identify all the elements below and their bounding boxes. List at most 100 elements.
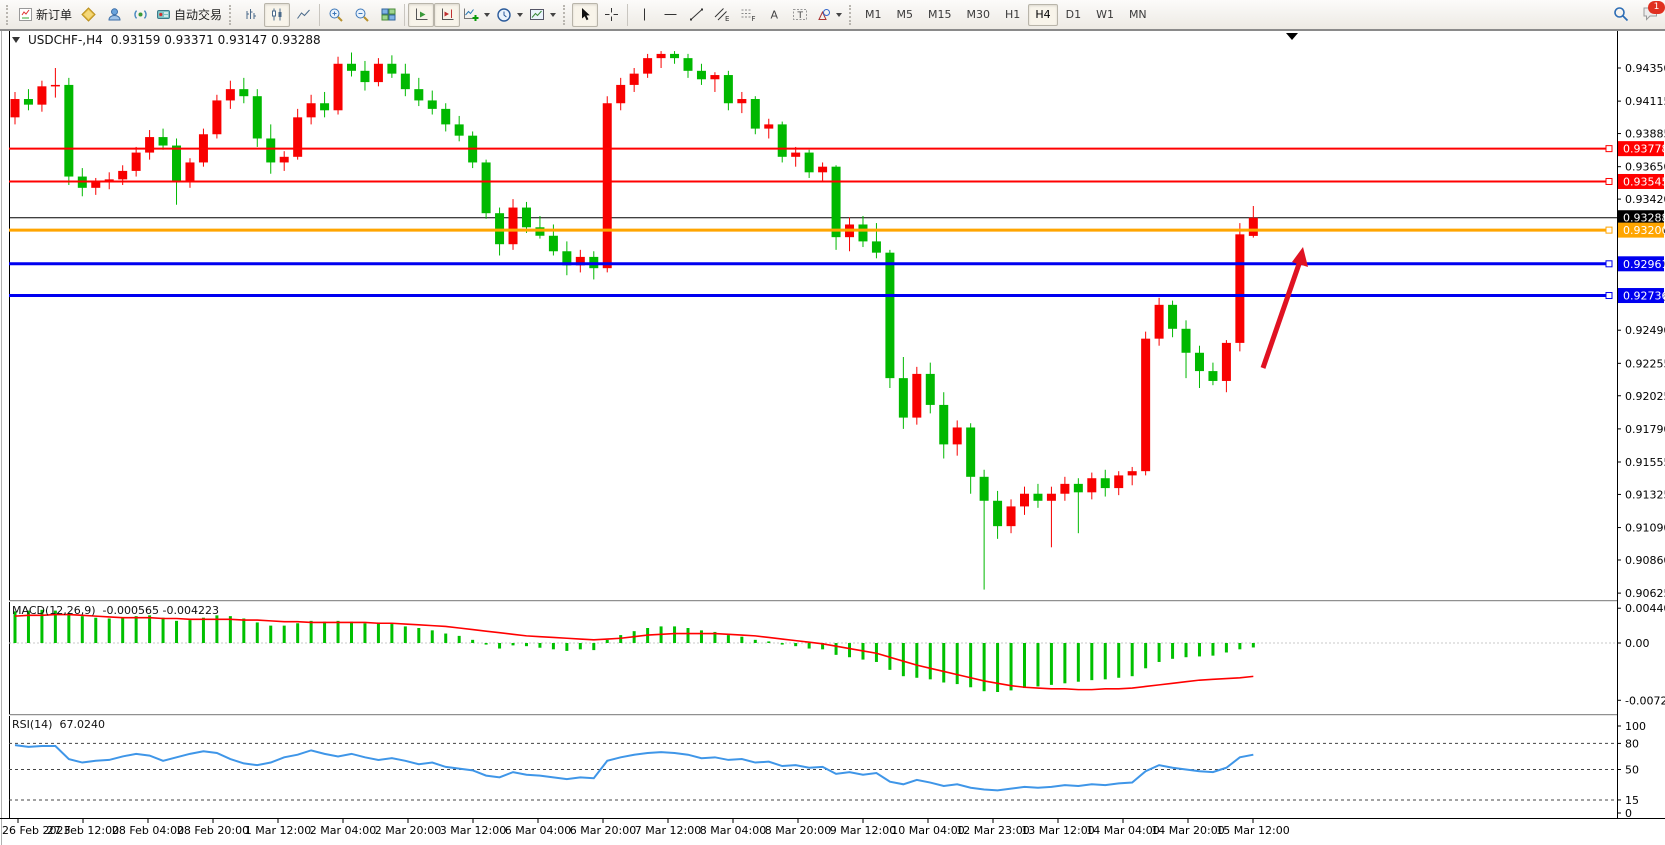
autotrading-button[interactable]: 自动交易 <box>153 3 225 27</box>
text-label-button[interactable]: T <box>787 3 813 27</box>
svg-text:A: A <box>770 9 778 22</box>
macd-axis-tick-label: 0.00 <box>1625 637 1650 650</box>
signals-button[interactable] <box>127 3 153 27</box>
new-order-label: 新订单 <box>36 8 73 22</box>
price-tag-0.93200 <box>1618 222 1664 238</box>
tile-windows-button[interactable] <box>375 3 401 27</box>
rsi-axis-tick-label: 50 <box>1625 764 1639 777</box>
trendline-icon <box>689 8 703 21</box>
horizontal-line-icon <box>664 14 677 15</box>
periods-button[interactable] <box>493 3 526 27</box>
timeframe-button-d1[interactable]: D1 <box>1059 4 1088 26</box>
line-chart-button[interactable] <box>290 3 316 27</box>
metaquotes-button[interactable] <box>75 3 101 27</box>
rsi-axis-tick-label: 80 <box>1625 737 1639 750</box>
vertical-line-button[interactable] <box>631 3 657 27</box>
timeframe-button-m30[interactable]: M30 <box>960 4 998 26</box>
candles-layer <box>10 51 1258 590</box>
macd-values: -0.000565 -0.004223 <box>102 604 219 617</box>
time-axis-label: 14 Mar 20:00 <box>1151 824 1224 837</box>
text-label-icon: T <box>793 9 808 21</box>
timeframe-button-w1[interactable]: W1 <box>1089 4 1121 26</box>
auto-scroll-button[interactable] <box>408 2 435 27</box>
chart-menu-arrow-icon[interactable] <box>12 37 20 43</box>
line-chart-icon <box>296 9 310 19</box>
level-line-handle[interactable] <box>1605 145 1613 153</box>
timeframe-button-m5[interactable]: M5 <box>890 4 921 26</box>
trend-arrow-annotation[interactable] <box>1260 263 1302 369</box>
time-axis-label: 10 Mar 04:00 <box>891 824 964 837</box>
horizontal-line-button[interactable] <box>657 3 683 27</box>
dropdown-caret-icon <box>517 12 524 17</box>
chart-shift-icon <box>441 8 454 20</box>
level-line-handle[interactable] <box>1605 226 1613 234</box>
community-user-icon <box>108 8 121 21</box>
timeframe-button-h1[interactable]: H1 <box>998 4 1027 26</box>
candlestick-chart-button[interactable] <box>264 2 291 27</box>
rsi-axis-tick-label: 100 <box>1625 720 1646 733</box>
templates-button[interactable] <box>526 3 559 27</box>
equidistant-channel-button[interactable]: E <box>709 3 735 27</box>
price-axis-tick-label: 0.92255 <box>1625 357 1665 370</box>
cursor-button[interactable] <box>572 2 599 27</box>
trend-arrow-head <box>1292 247 1308 267</box>
rsi-value: 67.0240 <box>59 718 105 731</box>
text-button[interactable]: A <box>761 3 787 27</box>
macd-axis-tick-label: 0.004401 <box>1625 602 1665 615</box>
rsi-indicator-label: RSI(14) 67.0240 <box>12 718 105 731</box>
candlestick-chart-icon <box>271 8 282 21</box>
level-line-handle[interactable] <box>1605 292 1613 300</box>
new-order-icon <box>19 8 32 21</box>
crosshair-icon <box>604 8 618 21</box>
level-line-handle[interactable] <box>1605 177 1613 185</box>
toolbar-grip[interactable] <box>229 4 234 25</box>
crosshair-button[interactable] <box>598 3 624 27</box>
bar-chart-button[interactable] <box>238 3 264 27</box>
time-axis-label: 14 Mar 04:00 <box>1086 824 1159 837</box>
toolbar-separator <box>627 3 629 26</box>
time-axis-label: 15 Mar 12:00 <box>1216 824 1289 837</box>
time-axis-label: 2 Mar 20:00 <box>375 824 441 837</box>
notifications-button[interactable]: 1 <box>1642 0 1665 24</box>
price-tag-text: 0.92736 <box>1623 290 1665 303</box>
level-line-handle[interactable] <box>1605 260 1613 268</box>
time-axis-label: 26 Feb 2023 <box>2 824 70 837</box>
timeframe-button-m15[interactable]: M15 <box>921 4 959 26</box>
dropdown-caret-icon <box>484 12 491 17</box>
timeframe-button-h4[interactable]: H4 <box>1028 3 1058 26</box>
chart-shift-button[interactable] <box>434 2 461 27</box>
new-order-button[interactable]: 新订单 <box>15 3 75 27</box>
price-tag-text: 0.92961 <box>1623 258 1665 271</box>
price-tag-text: 0.93545 <box>1623 175 1665 188</box>
timeframe-button-mn[interactable]: MN <box>1122 4 1154 26</box>
toolbar-grip[interactable] <box>563 4 568 25</box>
zoom-in-button[interactable] <box>323 3 349 27</box>
search-button[interactable] <box>1608 2 1634 26</box>
timeframe-button-m1[interactable]: M1 <box>858 4 889 26</box>
time-axis-label: 13 Mar 12:00 <box>1021 824 1094 837</box>
trendline-button[interactable] <box>683 3 709 27</box>
arrows-shapes-button[interactable] <box>813 3 845 27</box>
macd-layer <box>13 609 1255 692</box>
svg-text:T: T <box>797 11 804 21</box>
zoom-out-button[interactable] <box>349 3 375 27</box>
toolbar-grip[interactable] <box>6 4 11 25</box>
toolbar-separator <box>319 3 321 26</box>
time-axis-label: 6 Mar 20:00 <box>570 824 636 837</box>
macd-indicator-label: MACD(12,26,9) -0.000565 -0.004223 <box>12 604 219 617</box>
svg-text:F: F <box>752 15 756 22</box>
fibonacci-button[interactable]: F <box>735 3 761 27</box>
time-axis-label: 3 Mar 12:00 <box>440 824 506 837</box>
text-icon: A <box>770 9 778 22</box>
community-button[interactable] <box>101 3 127 27</box>
bar-chart-icon <box>246 9 256 19</box>
indicators-button[interactable] <box>460 3 493 27</box>
cursor-arrow-icon <box>581 8 590 21</box>
time-axis-label: 1 Mar 12:00 <box>245 824 311 837</box>
toolbar-grip[interactable] <box>849 4 854 25</box>
notification-badge: 1 <box>1648 0 1665 14</box>
